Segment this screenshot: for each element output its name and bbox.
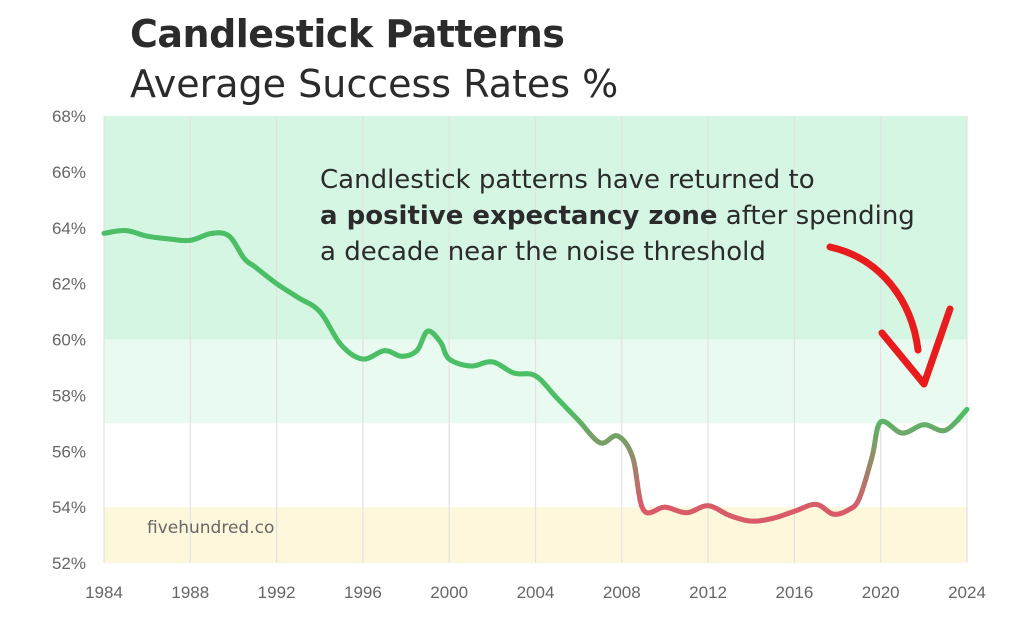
y-tick-label: 68%	[52, 107, 86, 126]
x-tick-label: 2012	[689, 583, 727, 602]
y-tick-label: 56%	[52, 442, 86, 461]
x-tick-label: 1984	[85, 583, 123, 602]
chart-title: Candlestick Patterns	[130, 12, 565, 56]
annotation-arrow	[826, 243, 954, 388]
x-tick-label: 1996	[344, 583, 382, 602]
annotation-line-3: a decade near the noise threshold	[320, 237, 766, 267]
chart-subtitle: Average Success Rates %	[130, 62, 619, 106]
x-tick-label: 1992	[258, 583, 296, 602]
x-tick-label: 2008	[603, 583, 641, 602]
y-tick-label: 54%	[52, 498, 86, 517]
y-tick-label: 60%	[52, 331, 86, 350]
x-tick-label: 2016	[775, 583, 813, 602]
annotation-line-1: Candlestick patterns have returned to	[320, 165, 815, 195]
y-tick-label: 62%	[52, 275, 86, 294]
annotation-line-2: a positive expectancy zone after spendin…	[320, 198, 960, 234]
series-line-segment	[962, 406, 970, 414]
x-tick-label: 1988	[171, 583, 209, 602]
annotation-arrow-head	[878, 305, 954, 388]
y-tick-label: 66%	[52, 163, 86, 182]
y-tick-label: 64%	[52, 219, 86, 238]
annotation-text: Candlestick patterns have returned to a …	[320, 162, 960, 270]
annotation-line-2-rest: after spending	[717, 201, 915, 231]
x-tick-label: 2020	[862, 583, 900, 602]
x-tick-label: 2004	[517, 583, 555, 602]
x-tick-label: 2000	[430, 583, 468, 602]
y-tick-label: 58%	[52, 386, 86, 405]
watermark: fivehundred.co	[147, 518, 275, 538]
annotation-arrow-shaft	[826, 243, 922, 354]
y-tick-label: 52%	[52, 554, 86, 573]
x-tick-label: 2024	[948, 583, 986, 602]
annotation-bold-phrase: a positive expectancy zone	[320, 201, 718, 231]
